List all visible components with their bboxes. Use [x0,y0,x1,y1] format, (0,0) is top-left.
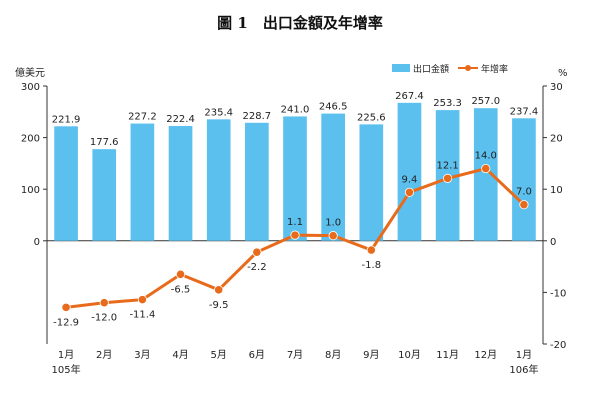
category-label: 5月 [211,349,227,361]
line-point [61,302,71,312]
bar [54,126,78,241]
category-labels: 1月 105年 2月 3月 4月 5月 6月 7月 8月 9月 10月 11月 12月 1月 106年 [52,349,539,376]
bar-data-label: 227.2 [128,112,157,123]
category-label: 1月 [516,349,532,361]
line-point [137,295,147,305]
category-label: 8月 [325,349,341,361]
line-data-label: -6.5 [171,284,191,295]
left-tick-label: 200 [21,134,40,145]
bar-data-label: 222.4 [166,114,195,125]
line-point [481,163,491,174]
bar [168,126,193,241]
bar-data-label: 267.4 [395,91,424,102]
bar [206,119,231,241]
bar [283,116,307,241]
line-point [404,187,415,197]
category-label: 10月 [398,349,421,361]
right-tick-label: 0 [550,237,556,248]
bar-data-label: 257.0 [471,96,500,107]
legend-label-bar: 出口金額 [413,63,449,75]
line-data-label: 12.1 [436,160,458,171]
bar-data-label: 225.6 [357,112,386,123]
category-label: 9月 [363,349,379,361]
bar-data-label: 241.0 [281,104,310,115]
category-label: 3月 [134,349,150,361]
category-label: 11月 [436,349,459,361]
left-tick-label: 300 [21,82,40,93]
line-data-label: -12.0 [91,313,117,324]
line-series [61,163,529,312]
legend: 出口金額 年增率 [392,63,508,75]
bar-data-label: 253.3 [433,98,462,109]
line-data-label: 7.0 [516,187,532,198]
line-point [366,245,376,255]
line-data-label: -12.9 [53,317,79,328]
bar [130,123,155,241]
line-point [519,200,529,210]
bar-data-label: 246.5 [319,102,348,113]
line-point [443,173,453,183]
line-data-label: 1.1 [287,217,303,228]
bar-data-label: 221.9 [52,114,81,125]
bar [245,122,269,241]
bar [321,113,345,241]
category-year-label: 106年 [509,363,538,376]
category-label: 12月 [474,349,497,361]
category-label: 1月 [58,349,74,361]
bar-labels: 221.9 177.6 227.2 222.4 235.4 228.7 241.0 246.5… [52,91,538,148]
bar-data-label: 228.7 [243,111,272,122]
right-tick-label: 10 [550,185,563,196]
line-point [214,285,224,295]
right-axis-unit: % [558,68,568,79]
category-label: 4月 [172,349,188,361]
line-data-label: -1.8 [362,260,382,271]
left-axis-unit: 億美元 [15,66,45,79]
line-data-label: 1.0 [325,218,341,229]
legend-label-line: 年增率 [481,63,508,75]
line-data-label: 9.4 [402,174,418,185]
chart-title: 圖 1 出口金額及年增率 [217,14,383,32]
left-tick-label: 0 [34,237,40,248]
line-point [175,269,186,279]
bar-series [54,102,536,241]
bar-data-label: 235.4 [204,107,233,118]
category-year-label: 105年 [52,363,81,376]
line-point [99,298,109,308]
legend-swatch-marker [465,65,471,71]
bar [473,108,498,241]
bar [359,124,384,241]
line-data-label: -9.5 [209,300,229,311]
line-labels: -12.9 -12.0 -11.4 -6.5 -9.5 -2.2 1.1 1.0 -1.8 9.4… [53,151,532,329]
bar [92,149,117,241]
bar-data-label: 177.6 [90,137,119,148]
legend-swatch-bar [392,64,410,72]
right-tick-label: 20 [550,134,563,145]
bar-data-label: 237.4 [510,106,539,117]
line-data-label: 14.0 [475,151,497,162]
line-point [290,230,300,240]
bar [512,118,536,241]
category-label: 7月 [287,349,303,361]
line-data-label: -11.4 [129,310,155,321]
line-point [252,247,262,257]
right-tick-label: -20 [550,340,566,351]
line-data-label: -2.2 [247,262,267,273]
right-tick-label: -10 [550,288,566,299]
category-label: 6月 [249,349,265,361]
left-tick-label: 100 [21,185,40,196]
bar [397,102,422,241]
line-point [328,231,338,241]
category-label: 2月 [96,349,112,361]
right-tick-label: 30 [550,82,563,93]
